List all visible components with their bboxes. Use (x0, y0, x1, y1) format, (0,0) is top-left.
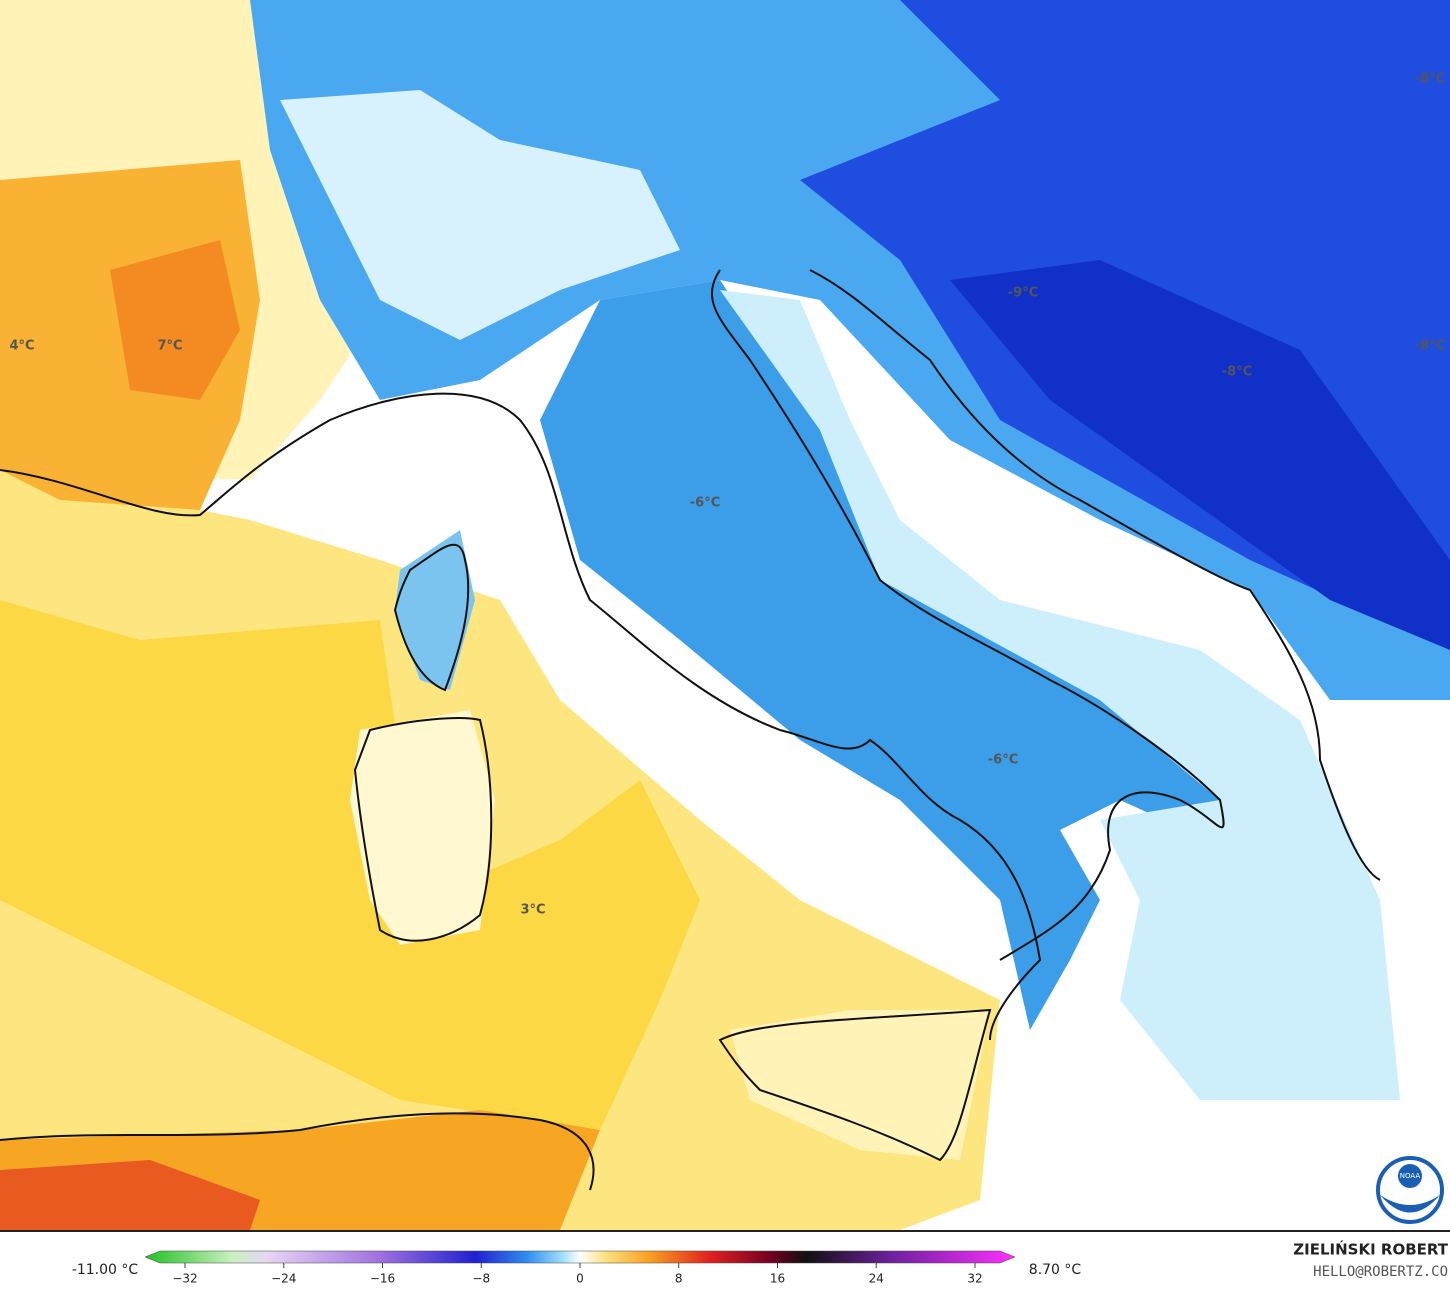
temp-label: -9°C (1008, 286, 1038, 301)
colorbar-tick-label: −8 (472, 1272, 490, 1286)
colorbar-tick-label: 16 (770, 1272, 785, 1286)
noaa-logo: NOAA (1376, 1156, 1444, 1224)
coastlines (0, 269, 1381, 1191)
temp-label: -6°C (988, 753, 1018, 768)
colorbar-tick-label: 8 (675, 1272, 683, 1286)
contact: HELLO@ROBERTZ.CO (1313, 1264, 1448, 1280)
colorbar-tick-label: −32 (172, 1272, 197, 1286)
colorbar-tick-label: 0 (576, 1272, 584, 1286)
temp-label: -6°C (690, 496, 720, 511)
colorbar-tick-label: −16 (370, 1272, 395, 1286)
author: ZIELIŃSKI ROBERT (1293, 1240, 1448, 1259)
colorbar: −32 −24 −16 −8 0 8 16 24 32 (144, 1250, 1016, 1286)
colorbar-tick-label: 32 (967, 1272, 982, 1286)
logo-text: NOAA (1400, 1172, 1421, 1180)
map-labels: 4°C 7°C -6°C -6°C 3°C -9°C -8°C -8°C -8°… (9, 72, 1445, 918)
temp-label: -8°C (1415, 339, 1445, 354)
temp-label: 3°C (520, 903, 545, 918)
temp-label: -8°C (1415, 72, 1445, 87)
legend-max: 8.70 °C (1029, 1262, 1082, 1278)
temp-label: 4°C (9, 339, 34, 354)
temp-label: 7°C (157, 339, 182, 354)
temp-label: -8°C (1222, 365, 1252, 380)
map-area (0, 0, 1450, 1230)
colorbar-tick-label: 24 (869, 1272, 884, 1286)
colorbar-tick-label: −24 (271, 1272, 296, 1286)
legend-min: -11.00 °C (72, 1262, 139, 1278)
